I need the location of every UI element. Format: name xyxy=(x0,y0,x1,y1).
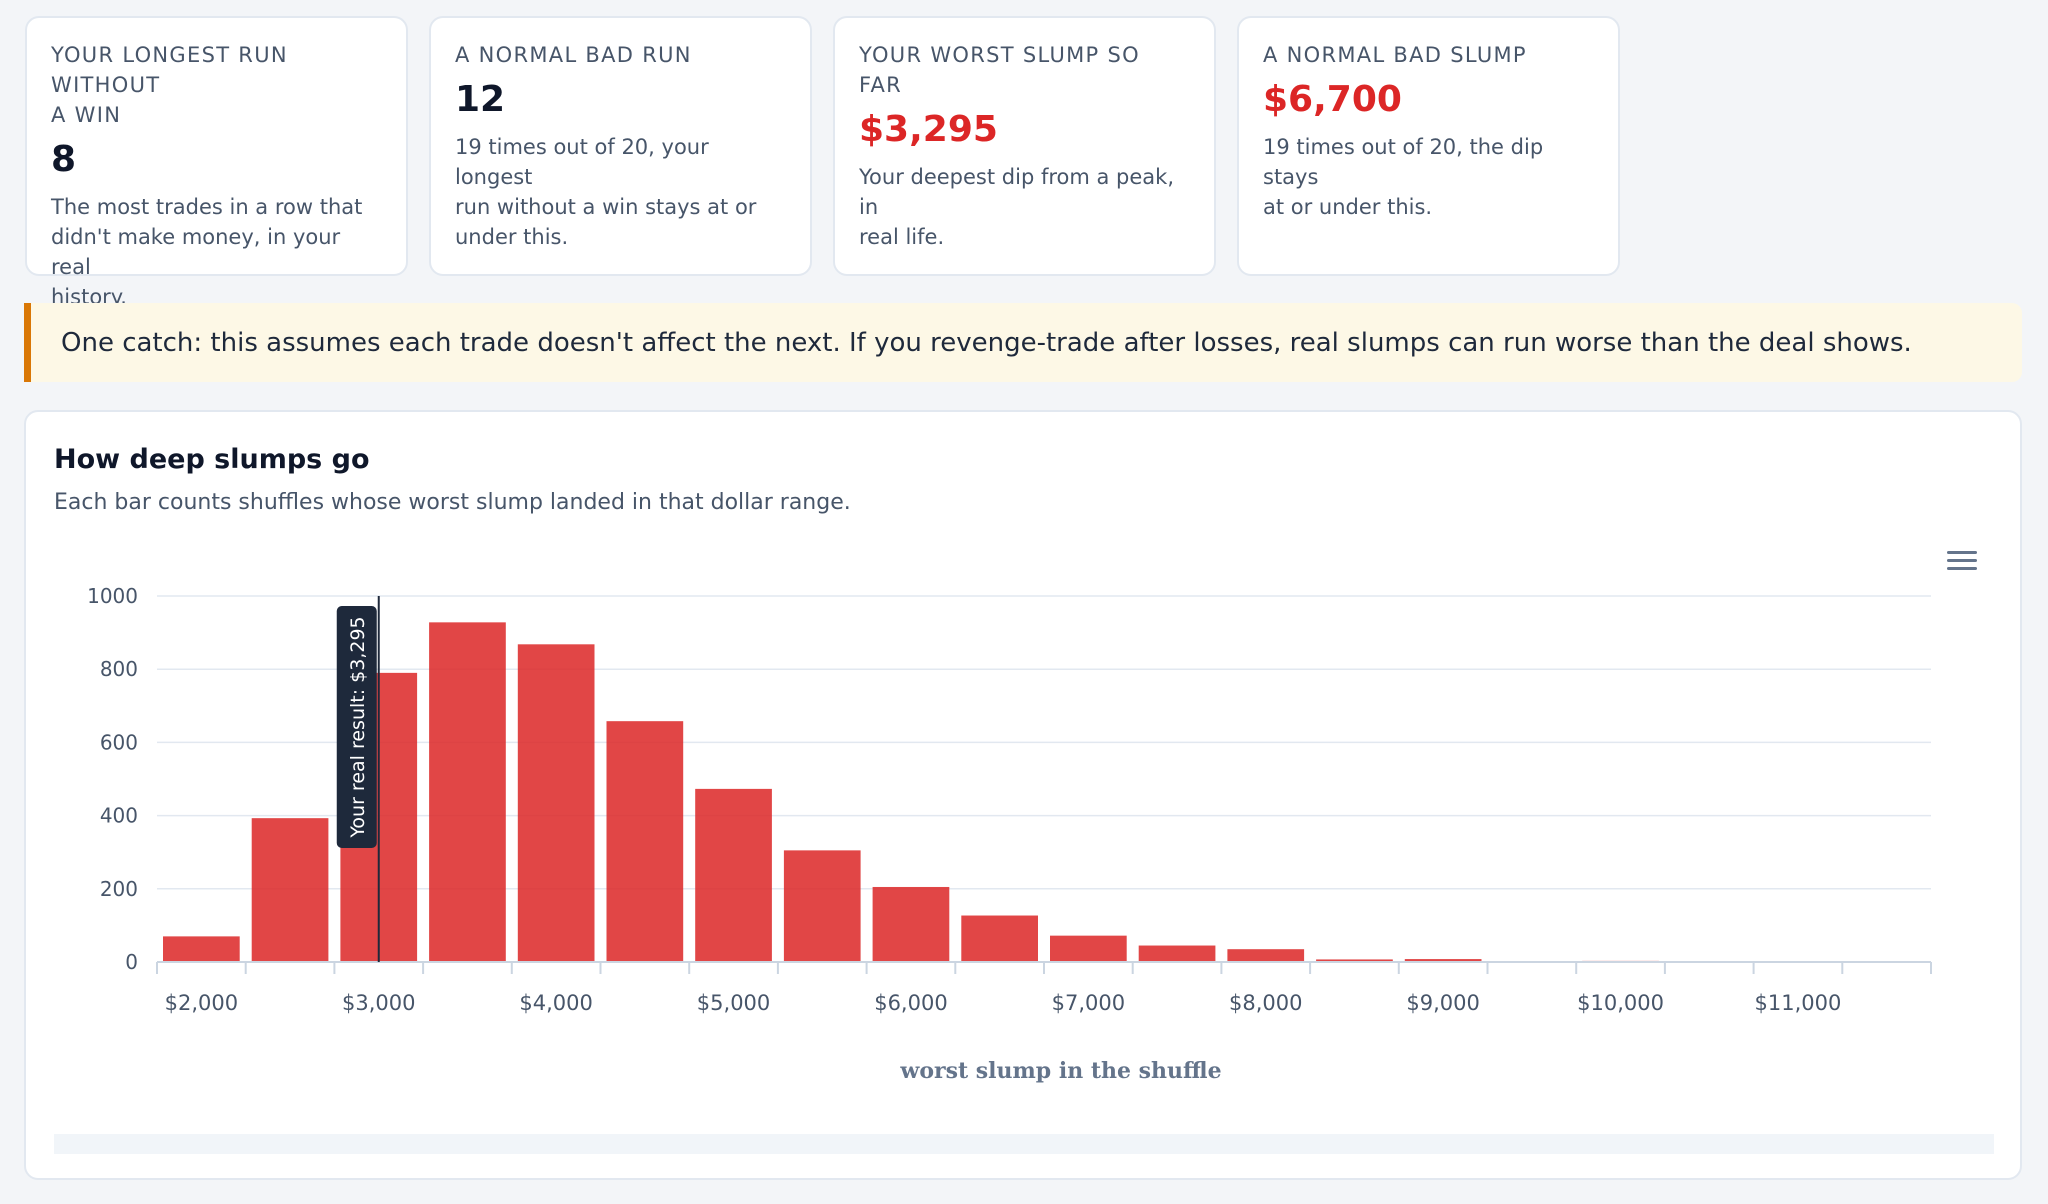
card-label: YOUR WORST SLUMP SO FAR xyxy=(859,43,1140,97)
card-label: A NORMAL BAD SLUMP xyxy=(1263,43,1527,67)
histogram-bar xyxy=(695,788,772,962)
histogram-bar xyxy=(1227,949,1305,962)
card-description: Your deepest dip from a peak, in real li… xyxy=(859,165,1174,249)
x-tick-label: $10,000 xyxy=(1577,991,1664,1015)
histogram-bar xyxy=(783,850,861,962)
histogram-bar xyxy=(517,644,595,962)
x-tick-label: $4,000 xyxy=(519,991,592,1015)
chart-grid xyxy=(157,595,1931,890)
histogram-bar xyxy=(1050,935,1127,962)
slump-chart-panel: 0 200 400 600 800 1000 $2,000 $3,000 $4,000 $5,00… xyxy=(24,410,2022,1180)
x-tick-label: $8,000 xyxy=(1229,991,1302,1015)
y-tick-label: 0 xyxy=(125,950,138,974)
card-normal-bad-run: A NORMAL BAD RUN 12 19 times out of 20, … xyxy=(429,16,812,276)
card-label: A NORMAL BAD RUN xyxy=(455,43,692,67)
chart-bars xyxy=(163,622,1925,962)
histogram-bar xyxy=(1138,945,1216,962)
card-worst-slump: YOUR WORST SLUMP SO FAR $3,295 Your deep… xyxy=(833,16,1216,276)
x-axis-title: worst slump in the shuffle xyxy=(899,1058,1221,1084)
chart-subtitle: Each bar counts shuffles whose worst slu… xyxy=(54,490,851,515)
histogram-bar xyxy=(163,936,240,962)
histogram-bar xyxy=(429,622,506,962)
assumption-notice: One catch: this assumes each trade doesn… xyxy=(24,303,2022,382)
card-value: $3,295 xyxy=(859,109,998,150)
marker-label-box xyxy=(336,606,377,848)
card-value: 12 xyxy=(455,79,506,120)
notice-text: One catch: this assumes each trade doesn… xyxy=(61,327,1912,358)
card-description: 19 times out of 20, your longest run wit… xyxy=(455,135,757,249)
y-tick-label: 200 xyxy=(100,877,138,901)
histogram-bar xyxy=(1316,959,1393,962)
real-result-marker: Your real result: $3,295 xyxy=(336,596,380,962)
card-value: $6,700 xyxy=(1263,79,1402,120)
x-tick-label: $7,000 xyxy=(1052,991,1125,1015)
card-normal-bad-slump: A NORMAL BAD SLUMP $6,700 19 times out o… xyxy=(1237,16,1620,276)
chart-scrollbar[interactable] xyxy=(54,1134,1994,1154)
card-longest-run: YOUR LONGEST RUN WITHOUT A WIN 8 The mos… xyxy=(25,16,408,309)
card-value: 8 xyxy=(51,139,77,180)
histogram-bar xyxy=(251,818,329,962)
summary-cards: YOUR LONGEST RUN WITHOUT A WIN 8 The mos… xyxy=(25,16,1621,309)
histogram-bar xyxy=(606,721,684,962)
x-tick-label: $6,000 xyxy=(874,991,947,1015)
x-tick-label: $11,000 xyxy=(1755,991,1842,1015)
marker-label: Your real result: $3,295 xyxy=(347,616,369,838)
histogram-bar xyxy=(872,886,950,962)
x-tick-label: $9,000 xyxy=(1406,991,1479,1015)
x-tick-label: $5,000 xyxy=(697,991,770,1015)
x-tick-label: $2,000 xyxy=(165,991,238,1015)
hamburger-menu-icon[interactable] xyxy=(1942,544,1982,578)
y-tick-label: 1000 xyxy=(87,584,138,608)
chart-axes: 0 200 400 600 800 1000 $2,000 $3,000 $4,000 $5,00… xyxy=(87,584,1932,1084)
histogram-bar xyxy=(1404,959,1482,962)
y-tick-label: 600 xyxy=(100,730,138,754)
card-label: YOUR LONGEST RUN WITHOUT A WIN xyxy=(51,43,288,127)
y-tick-label: 400 xyxy=(100,804,138,828)
histogram-bar xyxy=(961,915,1038,962)
y-tick-label: 800 xyxy=(100,657,138,681)
x-tick-label: $3,000 xyxy=(342,991,415,1015)
card-description: 19 times out of 20, the dip stays at or … xyxy=(1263,135,1544,219)
chart-title: How deep slumps go xyxy=(54,444,370,475)
